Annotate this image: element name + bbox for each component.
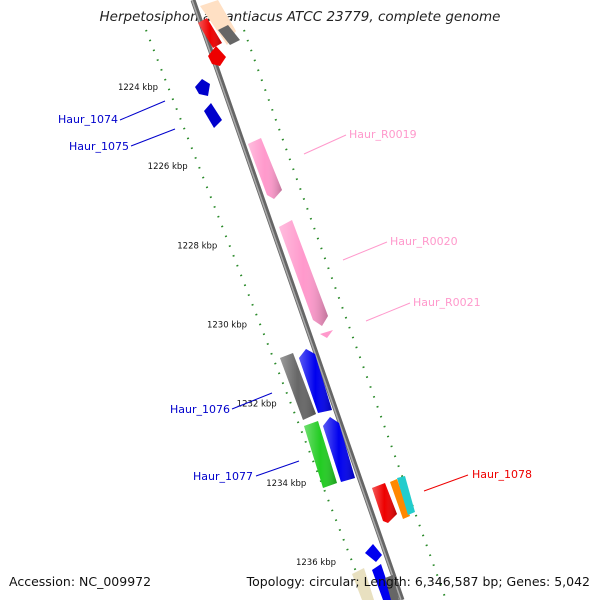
label-Haur_R0019[interactable]: Haur_R0019	[349, 128, 417, 141]
tick-label: 1228 kbp	[177, 241, 217, 251]
label-Haur_1077[interactable]: Haur_1077	[193, 470, 253, 483]
gene-arrow-top-red-small[interactable]	[208, 46, 226, 66]
label-Haur_1075[interactable]: Haur_1075	[69, 140, 129, 153]
label-leaders	[119, 100, 469, 492]
accession-label: Accession: NC_009972	[9, 574, 152, 589]
label-Haur_R0020[interactable]: Haur_R0020	[390, 235, 458, 248]
gene-Haur_1076[interactable]	[299, 349, 332, 413]
label-Haur_1076[interactable]: Haur_1076	[170, 403, 230, 416]
gene-Haur_1074[interactable]	[195, 79, 210, 96]
tick-label: 1226 kbp	[148, 162, 188, 172]
gene-Haur_R0021[interactable]	[320, 330, 333, 338]
gene-arrow-bottom-gray[interactable]	[385, 575, 399, 600]
right-dotted-track	[243, 29, 447, 600]
gene-Haur_1075[interactable]	[204, 103, 222, 128]
topology-label: Topology: circular; Length: 6,346,587 bp…	[246, 574, 590, 589]
tick-label: 1234 kbp	[266, 479, 306, 489]
label-Haur_1074[interactable]: Haur_1074	[58, 113, 118, 126]
label-Haur_1078[interactable]: Haur_1078	[472, 468, 532, 481]
gene-arrow-bottom-tan[interactable]	[352, 568, 374, 600]
label-Haur_R0021[interactable]: Haur_R0021	[413, 296, 481, 309]
gene-arrow-top-red[interactable]	[198, 18, 222, 48]
genome-backbone-highlight	[191, 0, 402, 600]
tick-label: 1236 kbp	[296, 558, 336, 568]
genome-backbone	[190, 0, 405, 600]
gene-Haur_R0019[interactable]	[248, 138, 282, 199]
gene-Haur_1077[interactable]	[323, 417, 355, 482]
gene-arrow-bottom-blue-2[interactable]	[372, 564, 393, 600]
gene-orange-near-Haur_1078[interactable]	[390, 479, 410, 519]
gene-Haur_1078[interactable]	[372, 483, 397, 523]
tick-label: 1230 kbp	[207, 321, 247, 331]
gene-Haur_R0020[interactable]	[279, 220, 328, 326]
gene-gray-near-Haur_1076[interactable]	[280, 353, 316, 420]
tick-labels: 1224 kbp 1226 kbp 1228 kbp 1230 kbp 1232 kbp…	[118, 83, 336, 568]
gene-green-near-Haur_1077[interactable]	[304, 421, 337, 488]
left-dotted-track	[145, 29, 368, 600]
tick-label: 1232 kbp	[237, 400, 277, 410]
gene-cyan-near-Haur_1078[interactable]	[397, 476, 415, 515]
gene-arrow-top-gray[interactable]	[218, 25, 240, 45]
tick-label: 1224 kbp	[118, 83, 158, 93]
gene-arrow-bottom-blue[interactable]	[365, 544, 382, 562]
gene-labels: Haur_1074 Haur_1075 Haur_R0019 Haur_R002…	[58, 113, 532, 483]
